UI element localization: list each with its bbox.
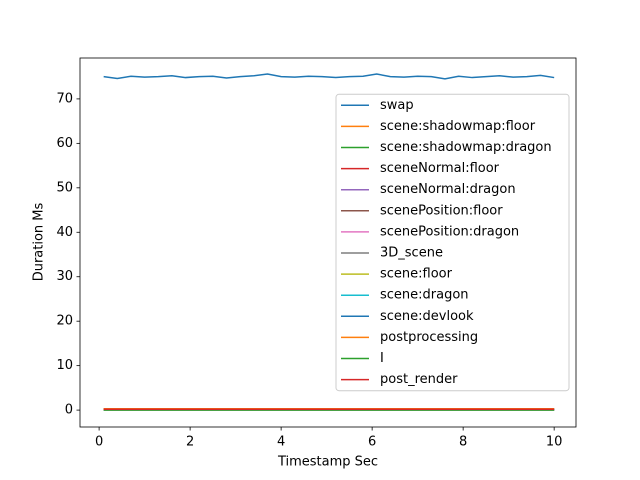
legend-label: sceneNormal:floor (380, 161, 500, 176)
series-line (103, 73, 555, 80)
legend-label: scenePosition:dragon (380, 224, 519, 239)
legend-box (335, 93, 570, 392)
x-tick-label: 4 (277, 435, 285, 450)
y-tick-label: 0 (65, 403, 73, 418)
y-tick-label: 10 (56, 358, 73, 373)
legend-label: 3D_scene (380, 246, 443, 261)
plot-frame (79, 57, 577, 428)
y-tick-label: 40 (56, 225, 73, 240)
y-tick-label: 70 (56, 91, 73, 106)
legend-label: scene:floor (380, 267, 453, 282)
y-axis-label: Duration Ms (32, 202, 47, 281)
legend-label: scene:shadowmap:floor (380, 119, 536, 134)
x-tick-label: 10 (546, 435, 563, 450)
legend-label: scene:devlook (380, 309, 474, 324)
x-tick-label: 6 (368, 435, 376, 450)
x-tick-label: 8 (459, 435, 467, 450)
legend-label: post_render (380, 372, 458, 387)
legend-label: swap (380, 98, 414, 113)
x-tick-label: 2 (186, 435, 194, 450)
legend-label: sceneNormal:dragon (380, 182, 516, 197)
legend-label: scene:shadowmap:dragon (380, 140, 552, 155)
legend-label: scene:dragon (380, 288, 469, 303)
legend-label: postprocessing (380, 330, 478, 345)
x-axis-label: Timestamp Sec (277, 455, 378, 470)
y-tick-label: 20 (56, 314, 73, 329)
x-tick-label: 0 (95, 435, 103, 450)
y-tick-label: 50 (56, 180, 73, 195)
legend-label: I (380, 351, 384, 366)
y-tick-label: 30 (56, 269, 73, 284)
y-tick-label: 60 (56, 136, 73, 151)
legend-label: scenePosition:floor (380, 203, 503, 218)
